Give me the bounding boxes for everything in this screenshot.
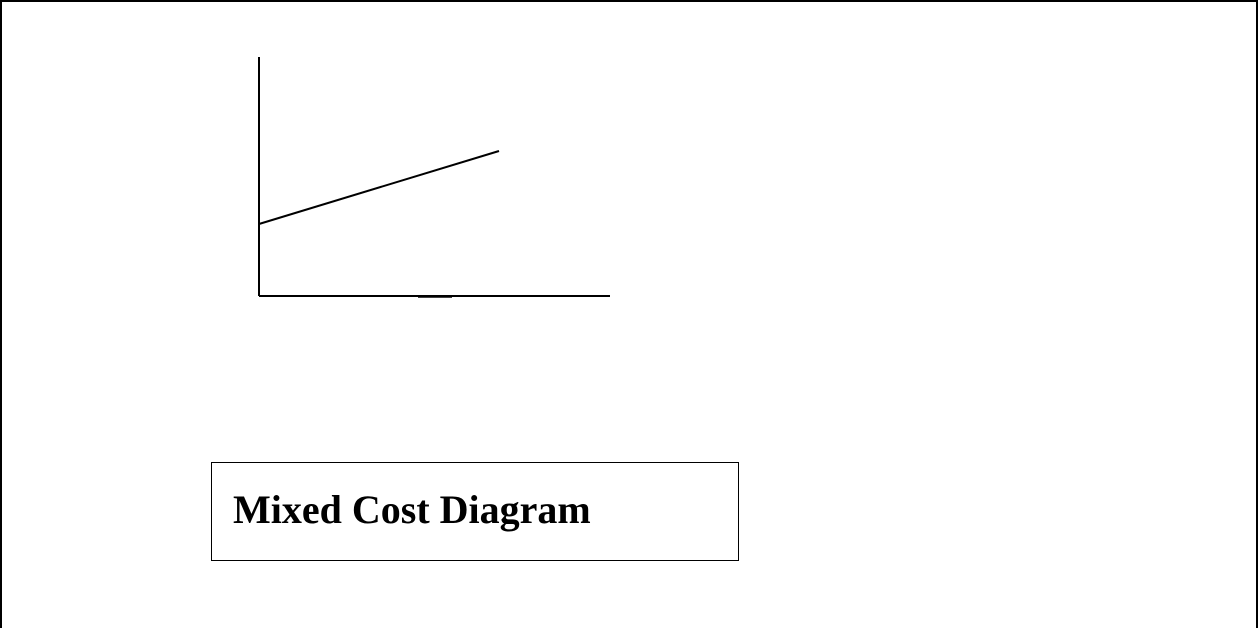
mixed-cost-line [258,150,500,225]
diagram-caption: Mixed Cost Diagram [233,487,591,532]
caption-box: Mixed Cost Diagram [211,462,739,561]
